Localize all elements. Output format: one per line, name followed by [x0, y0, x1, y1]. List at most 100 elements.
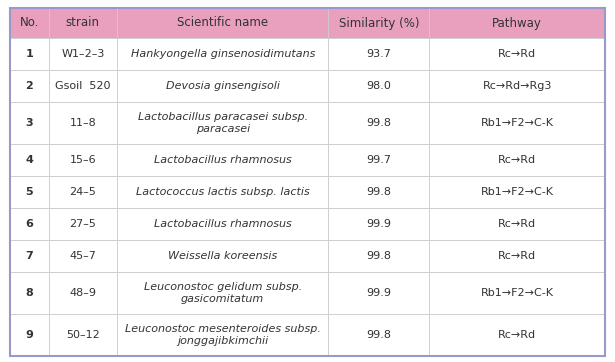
Text: 48–9: 48–9: [69, 288, 97, 298]
Bar: [49, 208, 117, 240]
Text: 7: 7: [25, 251, 33, 261]
Text: Rc→Rd: Rc→Rd: [498, 49, 536, 59]
Text: Lactobacillus rhamnosus: Lactobacillus rhamnosus: [154, 155, 292, 165]
Text: Leuconostoc gelidum subsp.
gasicomitatum: Leuconostoc gelidum subsp. gasicomitatum: [143, 282, 302, 304]
Text: Lactococcus lactis subsp. lactis: Lactococcus lactis subsp. lactis: [136, 187, 309, 197]
Text: Weissella koreensis: Weissella koreensis: [168, 251, 277, 261]
Bar: [328, 272, 429, 314]
Bar: [117, 70, 328, 102]
Bar: [429, 8, 605, 38]
Text: 99.8: 99.8: [367, 187, 391, 197]
Text: Rc→Rd→Rg3: Rc→Rd→Rg3: [483, 81, 552, 91]
Bar: [328, 240, 429, 272]
Text: Lactobacillus paracasei subsp.
paracasei: Lactobacillus paracasei subsp. paracasei: [138, 112, 308, 134]
Text: 98.0: 98.0: [367, 81, 391, 91]
Text: Rc→Rd: Rc→Rd: [498, 251, 536, 261]
Text: Similarity (%): Similarity (%): [339, 17, 419, 29]
Text: Rc→Rd: Rc→Rd: [498, 219, 536, 229]
Text: 99.9: 99.9: [367, 288, 391, 298]
Bar: [49, 314, 117, 356]
Bar: [429, 176, 605, 208]
Text: 99.8: 99.8: [367, 118, 391, 128]
Bar: [10, 144, 49, 176]
Bar: [49, 240, 117, 272]
Bar: [328, 314, 429, 356]
Text: 8: 8: [25, 288, 33, 298]
Text: 1: 1: [25, 49, 33, 59]
Text: W1–2–3: W1–2–3: [62, 49, 105, 59]
Bar: [49, 38, 117, 70]
Text: strain: strain: [66, 17, 100, 29]
Bar: [328, 70, 429, 102]
Bar: [117, 176, 328, 208]
Bar: [117, 272, 328, 314]
Bar: [49, 176, 117, 208]
Bar: [49, 8, 117, 38]
Bar: [10, 38, 49, 70]
Bar: [328, 208, 429, 240]
Text: Rb1→F2→C-K: Rb1→F2→C-K: [481, 288, 554, 298]
Bar: [117, 314, 328, 356]
Bar: [117, 208, 328, 240]
Text: 4: 4: [25, 155, 33, 165]
Text: Lactobacillus rhamnosus: Lactobacillus rhamnosus: [154, 219, 292, 229]
Text: 93.7: 93.7: [367, 49, 391, 59]
Text: Pathway: Pathway: [492, 17, 542, 29]
Text: Rb1→F2→C-K: Rb1→F2→C-K: [481, 187, 554, 197]
Text: Rc→Rd: Rc→Rd: [498, 155, 536, 165]
Bar: [328, 144, 429, 176]
Bar: [49, 102, 117, 144]
Bar: [328, 38, 429, 70]
Bar: [10, 176, 49, 208]
Text: Scientific name: Scientific name: [177, 17, 268, 29]
Bar: [117, 240, 328, 272]
Text: 24–5: 24–5: [69, 187, 97, 197]
Bar: [10, 240, 49, 272]
Text: Leuconostoc mesenteroides subsp.
jonggajibkimchii: Leuconostoc mesenteroides subsp. jonggaj…: [125, 324, 320, 346]
Bar: [10, 70, 49, 102]
Bar: [10, 208, 49, 240]
Bar: [117, 102, 328, 144]
Bar: [117, 8, 328, 38]
Text: Gsoil  520: Gsoil 520: [55, 81, 111, 91]
Text: No.: No.: [20, 17, 39, 29]
Text: 9: 9: [25, 330, 33, 340]
Text: 5: 5: [26, 187, 33, 197]
Bar: [10, 102, 49, 144]
Bar: [49, 272, 117, 314]
Text: 27–5: 27–5: [69, 219, 97, 229]
Text: 99.8: 99.8: [367, 251, 391, 261]
Text: Devosia ginsengisoli: Devosia ginsengisoli: [165, 81, 280, 91]
Bar: [117, 38, 328, 70]
Text: 11–8: 11–8: [69, 118, 97, 128]
Text: Hankyongella ginsenosidimutans: Hankyongella ginsenosidimutans: [130, 49, 315, 59]
Text: 99.8: 99.8: [367, 330, 391, 340]
Bar: [10, 272, 49, 314]
Text: 2: 2: [25, 81, 33, 91]
Bar: [429, 314, 605, 356]
Text: 50–12: 50–12: [66, 330, 100, 340]
Bar: [49, 70, 117, 102]
Text: 99.7: 99.7: [367, 155, 391, 165]
Bar: [429, 38, 605, 70]
Text: 45–7: 45–7: [69, 251, 97, 261]
Bar: [429, 240, 605, 272]
Bar: [328, 102, 429, 144]
Bar: [117, 144, 328, 176]
Bar: [429, 102, 605, 144]
Text: Rb1→F2→C-K: Rb1→F2→C-K: [481, 118, 554, 128]
Bar: [429, 144, 605, 176]
Text: 15–6: 15–6: [69, 155, 96, 165]
Bar: [429, 70, 605, 102]
Text: 3: 3: [26, 118, 33, 128]
Text: 99.9: 99.9: [367, 219, 391, 229]
Text: Rc→Rd: Rc→Rd: [498, 330, 536, 340]
Bar: [429, 208, 605, 240]
Bar: [10, 8, 49, 38]
Bar: [328, 176, 429, 208]
Bar: [10, 314, 49, 356]
Text: 6: 6: [25, 219, 33, 229]
Bar: [49, 144, 117, 176]
Bar: [429, 272, 605, 314]
Bar: [328, 8, 429, 38]
